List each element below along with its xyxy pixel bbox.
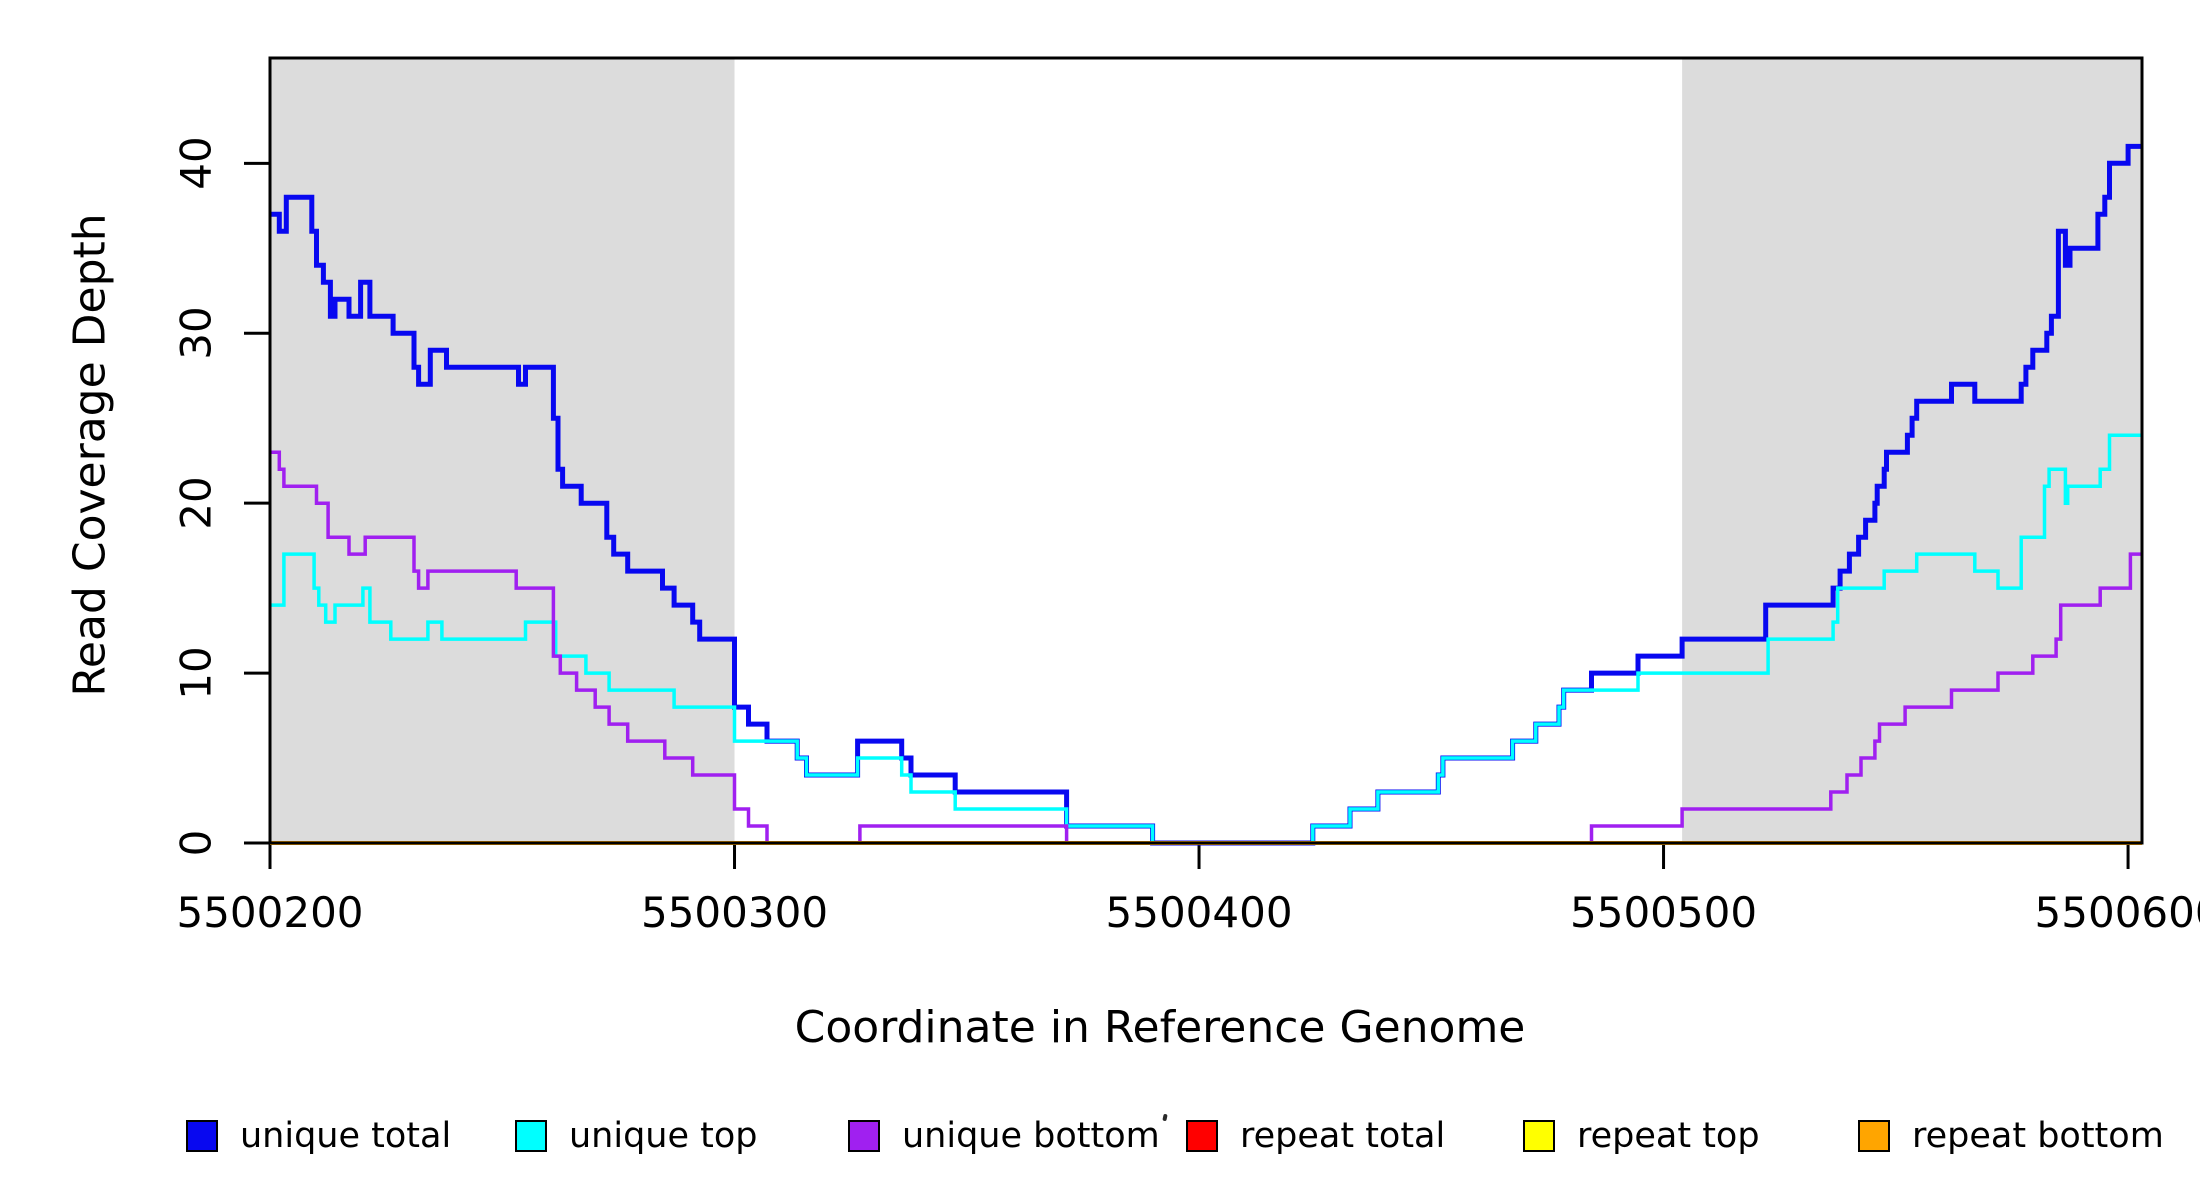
legend: unique total unique top unique bottom repea… [0, 1116, 2200, 1156]
legend-swatch [515, 1120, 547, 1152]
legend-item-unique-total: unique total [186, 1116, 452, 1156]
legend-label: unique total [240, 1116, 452, 1156]
x-axis-title: Coordinate in Reference Genome [794, 1002, 1526, 1053]
legend-label: repeat top [1577, 1116, 1760, 1156]
y-axis-title: Read Coverage Depth [64, 213, 116, 697]
x-tick-label: 5500500 [1570, 888, 1758, 937]
legend-swatch [186, 1120, 218, 1152]
y-tick-label: 10 [171, 646, 221, 700]
legend-item-repeat-top: repeat top [1523, 1116, 1760, 1156]
legend-label: unique bottom [902, 1116, 1160, 1156]
x-tick-label: 5500300 [640, 888, 829, 937]
legend-swatch [1186, 1120, 1218, 1152]
series-line-unique-bottom [270, 450, 2142, 845]
legend-item-repeat-total: repeat total [1186, 1116, 1446, 1156]
shaded-region-right [1682, 58, 2142, 843]
shaded-region-left [270, 58, 735, 843]
x-tick-label: 5500200 [176, 888, 364, 937]
y-tick-label: 40 [171, 136, 221, 191]
y-tick-label: 0 [171, 829, 221, 857]
x-tick-label: 5500400 [1105, 888, 1293, 937]
legend-item-unique-top: unique top [515, 1116, 758, 1156]
legend-item-repeat-bottom: repeat bottom [1858, 1116, 2164, 1156]
legend-swatch [1523, 1120, 1555, 1152]
y-tick-label: 20 [171, 476, 221, 530]
plot-border [268, 56, 2144, 845]
legend-swatch [848, 1120, 880, 1152]
legend-label: repeat bottom [1912, 1116, 2164, 1156]
legend-swatch [1858, 1120, 1890, 1152]
legend-item-unique-bottom: unique bottom [848, 1116, 1160, 1156]
y-tick-label: 30 [171, 306, 221, 360]
legend-label: repeat total [1240, 1116, 1446, 1156]
plot-area [244, 56, 2144, 869]
legend-label: unique top [569, 1116, 758, 1156]
